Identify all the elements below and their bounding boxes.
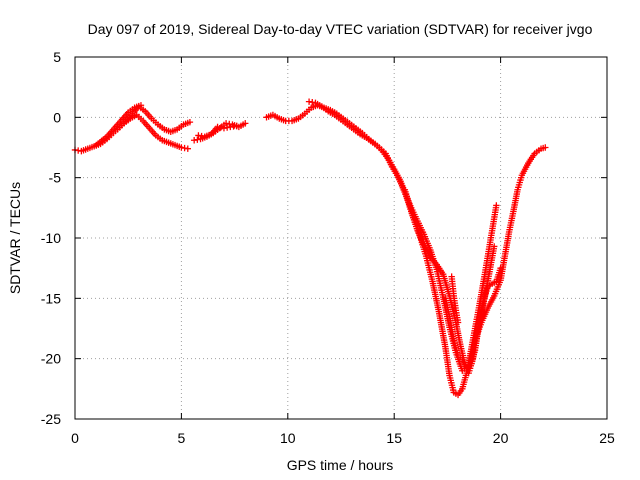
x-tick-label: 15	[386, 430, 402, 446]
y-tick-labels: 5 0 -5 -10 -15 -20 -25	[41, 49, 61, 427]
data-point	[184, 145, 191, 152]
data-point	[491, 243, 498, 250]
grid-lines	[75, 57, 607, 419]
data-point	[137, 102, 145, 109]
chart-title: Day 097 of 2019, Sidereal Day-to-day VTE…	[88, 21, 593, 37]
data-point	[497, 264, 504, 272]
x-axis-label: GPS time / hours	[287, 457, 394, 473]
x-tick-label: 20	[493, 430, 509, 446]
data-point	[186, 118, 194, 126]
y-tick-label: 5	[53, 49, 61, 65]
data-point	[454, 319, 462, 326]
x-tick-label: 25	[599, 430, 615, 446]
x-tick-labels: 0 5 10 15 20 25	[71, 430, 615, 446]
x-tick-label: 0	[71, 430, 79, 446]
data-point	[493, 202, 500, 209]
y-tick-label: -15	[41, 290, 61, 306]
data-point	[233, 122, 240, 129]
data-point	[542, 144, 549, 151]
y-axis-label: SDTVAR / TECUs	[7, 182, 23, 294]
y-tick-label: -5	[49, 170, 62, 186]
data-marks	[71, 98, 549, 399]
y-tick-label: -20	[41, 351, 61, 367]
data-point	[242, 120, 249, 127]
y-tick-label: -10	[41, 230, 61, 246]
axis-ticks	[74, 56, 608, 420]
x-tick-label: 5	[178, 430, 186, 446]
y-tick-label: 0	[53, 109, 61, 125]
x-tick-label: 10	[280, 430, 296, 446]
y-tick-label: -25	[41, 411, 61, 427]
